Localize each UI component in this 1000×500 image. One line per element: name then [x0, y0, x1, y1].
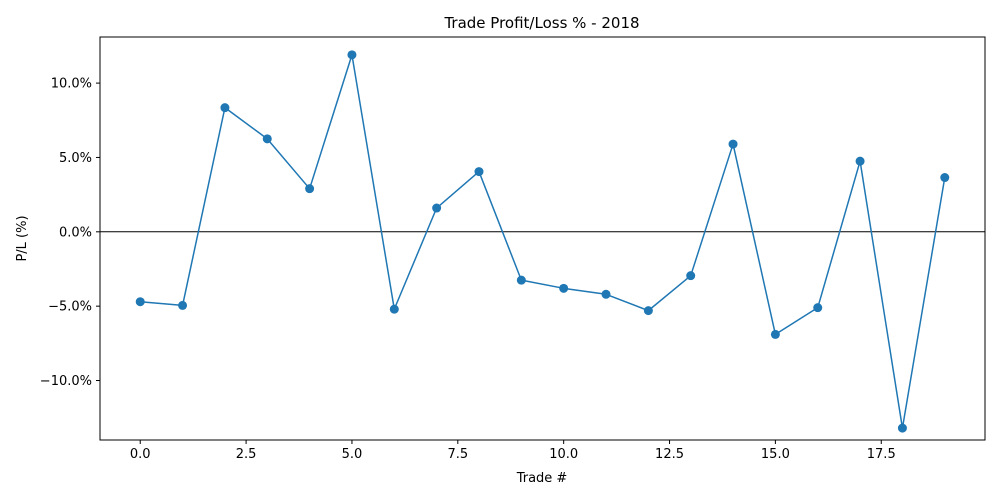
plot-frame	[99, 36, 986, 441]
pl-data-point	[347, 50, 357, 60]
pl-data-point	[897, 423, 907, 433]
y-tick-label: 10.0%	[51, 77, 92, 92]
x-tick-label: 15.0	[761, 447, 790, 462]
pl-data-point	[432, 203, 442, 213]
y-tick-label: 5.0%	[59, 151, 92, 166]
y-tick-label: −5.0%	[48, 300, 92, 315]
pl-data-point	[601, 289, 611, 299]
x-axis-label: Trade #	[516, 471, 568, 486]
pl-data-point	[220, 103, 230, 113]
pl-data-point	[940, 173, 950, 183]
pl-data-point	[389, 304, 399, 314]
pl-data-point	[559, 283, 569, 293]
x-tick-label: 10.0	[549, 447, 578, 462]
chart-title: Trade Profit/Loss % - 2018	[443, 14, 639, 32]
plot-area	[100, 50, 985, 433]
pl-series-line	[140, 54, 946, 429]
pl-data-point	[135, 297, 145, 307]
pl-data-point	[728, 139, 738, 149]
pl-data-point	[813, 303, 823, 313]
pl-data-point	[770, 329, 780, 339]
x-tick-label: 5.0	[342, 447, 363, 462]
x-axis-ticks: 0.0 2.5 5.0 7.5 10.0 12.5 15.0 17.5	[130, 440, 896, 462]
pl-data-point	[305, 184, 315, 194]
pl-data-point	[855, 156, 865, 166]
pl-data-point	[686, 271, 696, 281]
y-tick-label: 0.0%	[59, 225, 92, 240]
x-tick-label: 12.5	[655, 447, 684, 462]
pl-data-point	[643, 306, 653, 316]
y-axis-label: P/L (%)	[15, 215, 30, 261]
pl-data-point	[516, 275, 526, 285]
pl-data-point	[262, 134, 272, 144]
x-tick-label: 7.5	[447, 447, 468, 462]
x-tick-label: 17.5	[867, 447, 896, 462]
pl-data-point	[474, 167, 484, 177]
pl-data-point	[178, 300, 188, 310]
x-tick-label: 0.0	[130, 447, 151, 462]
y-tick-label: −10.0%	[40, 374, 92, 389]
x-tick-label: 2.5	[236, 447, 257, 462]
y-axis-ticks: −10.0% −5.0% 0.0% 5.0% 10.0%	[40, 77, 100, 389]
